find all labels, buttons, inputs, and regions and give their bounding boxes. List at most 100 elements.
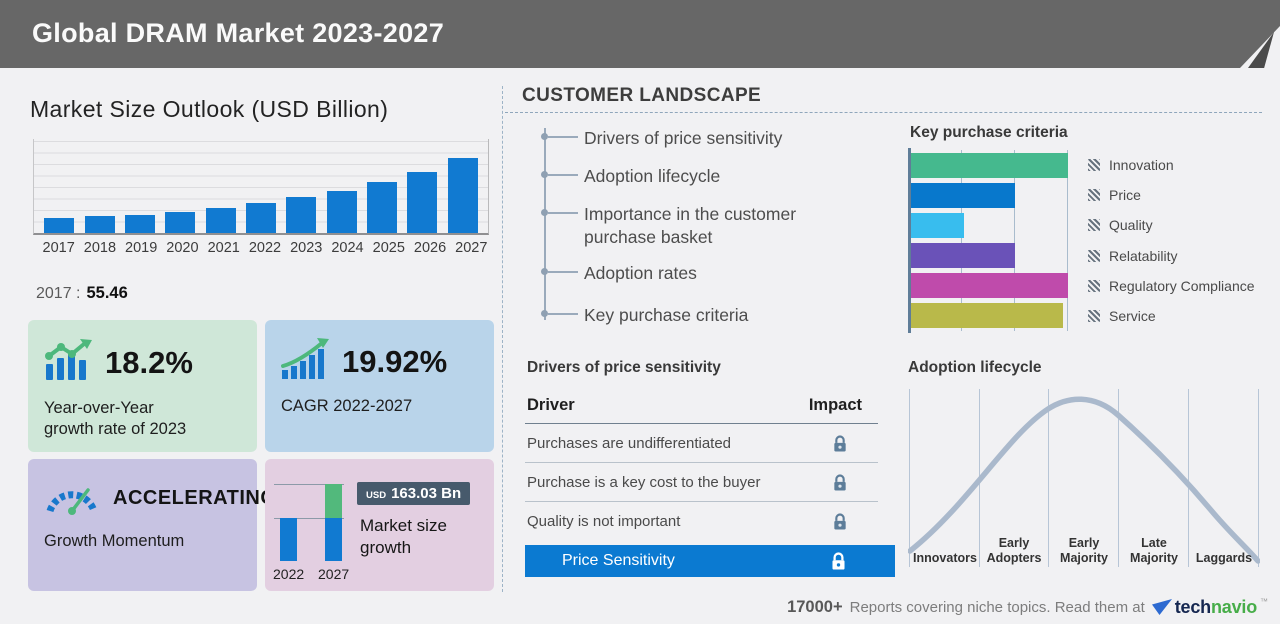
cagr-card: 19.92% CAGR 2022-2027 <box>265 320 494 452</box>
kpc-bar-row <box>911 303 1068 329</box>
price-sensitivity-label: Price Sensitivity <box>562 552 675 569</box>
year-label-2024: 2024 <box>331 240 364 256</box>
technavio-logo: tech navio ™ <box>1151 597 1268 618</box>
kpc-gridline-2 <box>1014 150 1015 331</box>
growth-label-line2: growth <box>360 538 412 558</box>
technavio-arrow-icon <box>1151 599 1172 615</box>
adoption-stage-label: Early Adopters <box>986 536 1042 565</box>
header: Global DRAM Market 2023-2027 <box>0 0 1280 68</box>
impact-column-header: Impact <box>808 396 862 414</box>
legend-hatch-icon <box>1088 279 1100 292</box>
landscape-item-label: Importance in the customer purchase bask… <box>584 204 797 247</box>
adoption-stage-label: Late Majority <box>1130 536 1178 565</box>
currency-label: USD <box>366 490 387 501</box>
adoption-gridline <box>909 389 910 567</box>
yoy-top-row: 18.2% <box>44 338 241 387</box>
kpc-gridline-3 <box>1067 150 1068 331</box>
kpc-bar-1 <box>911 182 1015 208</box>
yoy-label-line1: Year-over-Year <box>44 399 154 417</box>
legend-item: Quality <box>1088 217 1255 233</box>
mini-chart-refline-top <box>274 484 344 485</box>
list-connector <box>548 174 578 176</box>
adoption-gridline <box>1048 389 1049 567</box>
market-bar-2023 <box>286 197 317 233</box>
base-year-note: 2017 : 55.46 <box>36 284 128 303</box>
market-bar-2018 <box>84 216 115 233</box>
legend-item: Relatability <box>1088 248 1255 264</box>
market-bar-column <box>120 215 160 233</box>
market-bar-column <box>281 197 321 233</box>
list-dot <box>541 133 548 140</box>
year-label-2017: 2017 <box>42 240 75 256</box>
cagr-top-row: 19.92% <box>281 338 478 385</box>
adoption-gridline <box>1118 389 1119 567</box>
kpc-bar-4 <box>911 273 1068 299</box>
mini-bar-2027-base <box>325 518 342 561</box>
market-bar-2017 <box>44 218 75 233</box>
legend-label: Innovation <box>1109 157 1174 174</box>
mini-year-2022: 2022 <box>273 566 305 582</box>
landscape-item-label: Key purchase criteria <box>584 305 749 325</box>
year-label-2026: 2026 <box>413 240 447 256</box>
kpc-bar-5 <box>911 303 1064 329</box>
yoy-growth-card: 18.2% Year-over-Year growth rate of 2023 <box>28 320 257 452</box>
kpc-bar-row <box>911 243 1068 269</box>
list-connector <box>548 313 578 315</box>
market-bar-column <box>39 218 79 233</box>
market-bar-column <box>160 212 200 233</box>
legend-label: Regulatory Compliance <box>1109 277 1255 294</box>
list-dot <box>541 310 548 317</box>
list-dot <box>541 268 548 275</box>
list-dot <box>541 171 548 178</box>
driver-column-header: Driver <box>527 396 575 414</box>
momentum-value: ACCELERATING <box>113 487 277 509</box>
trademark: ™ <box>1260 597 1268 606</box>
yoy-value: 18.2% <box>105 344 193 380</box>
year-label-2019: 2019 <box>125 240 158 256</box>
kpc-bar-row <box>911 212 1068 238</box>
bar-trend-icon <box>44 338 92 387</box>
driver-label: Purchase is a key cost to the buyer <box>527 473 761 491</box>
market-bar-2020 <box>165 212 196 233</box>
kpc-bars <box>911 150 1068 331</box>
adoption-stage-label: Laggards <box>1195 550 1253 565</box>
speedometer-icon <box>44 477 100 520</box>
kpc-legend: Innovation Price Quality Relatability Regula… <box>1088 150 1255 331</box>
year-label-2020: 2020 <box>166 240 199 256</box>
market-bar-column <box>402 172 442 233</box>
market-bar-2026 <box>407 172 438 233</box>
list-connector <box>548 271 578 273</box>
adoption-lifecycle-title: Adoption lifecycle <box>908 359 1042 376</box>
yoy-label-line2: growth rate of 2023 <box>44 420 187 439</box>
market-size-bars <box>34 139 488 233</box>
yoy-label: Year-over-Year growth rate of 2023 <box>44 398 241 440</box>
growth-label: Market size growth <box>360 515 447 559</box>
kpc-axis <box>908 148 911 333</box>
section-divider <box>502 86 503 592</box>
adoption-gridline <box>1188 389 1189 567</box>
base-year-value: 55.46 <box>86 284 128 302</box>
kpc-bar-row <box>911 182 1068 208</box>
year-label-2021: 2021 <box>207 240 240 256</box>
lock-icon <box>830 551 847 571</box>
landscape-item-label: Adoption lifecycle <box>584 166 721 186</box>
momentum-label: Growth Momentum <box>44 532 185 550</box>
landscape-list-spine <box>544 128 546 320</box>
year-label-2027: 2027 <box>455 240 488 256</box>
market-size-title: Market Size Outlook (USD Billion) <box>30 96 389 122</box>
year-label-2018: 2018 <box>83 240 117 256</box>
growth-amount-badge: USD 163.03 Bn <box>357 482 471 505</box>
driver-label: Quality is not important <box>527 512 681 530</box>
market-bar-2024 <box>326 191 357 233</box>
market-bar-column <box>362 182 402 233</box>
adoption-stage-label: Innovators <box>913 550 977 565</box>
legend-hatch-icon <box>1088 249 1100 262</box>
kpc-bar-row <box>911 273 1068 299</box>
price-sensitivity-bar: Price Sensitivity <box>525 545 895 577</box>
market-bar-column <box>241 203 281 233</box>
market-bar-2019 <box>124 215 155 233</box>
market-bar-2025 <box>367 182 398 233</box>
legend-item: Regulatory Compliance <box>1088 278 1255 294</box>
legend-item: Price <box>1088 187 1255 203</box>
